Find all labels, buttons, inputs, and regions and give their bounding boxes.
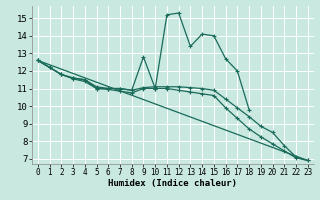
X-axis label: Humidex (Indice chaleur): Humidex (Indice chaleur) [108, 179, 237, 188]
